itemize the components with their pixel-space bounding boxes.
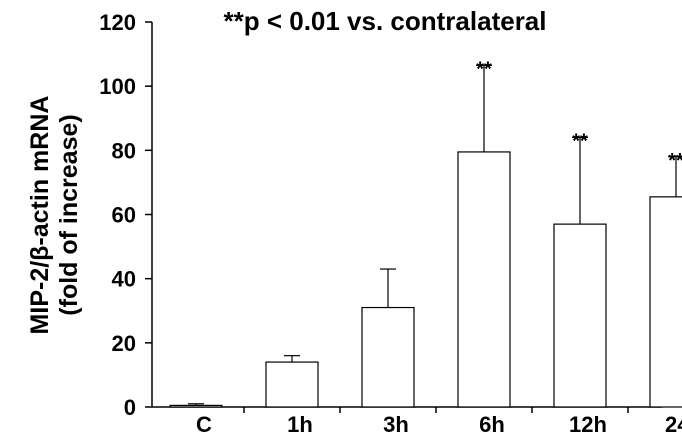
- x-tick-label: 1h: [287, 412, 313, 437]
- bar: [361, 306, 415, 408]
- bar: [265, 361, 319, 408]
- y-axis-ticks: 0 20 40 60 80 100 120: [99, 10, 152, 420]
- bar: [169, 404, 223, 408]
- y-tick-label: 20: [112, 331, 136, 356]
- y-tick-label: 100: [99, 74, 136, 99]
- y-axis-label-line1: MIP-2/β-actin mRNA: [26, 96, 54, 335]
- bar: [553, 223, 607, 408]
- y-tick-label: 0: [124, 395, 136, 420]
- y-tick-label: 40: [112, 267, 136, 292]
- x-tick-label: 6h: [479, 412, 505, 437]
- y-tick-label: 120: [99, 10, 136, 35]
- y-tick-label: 80: [112, 138, 136, 163]
- error-bars: [188, 64, 682, 406]
- x-tick-label: 12h: [569, 412, 607, 437]
- bar: [457, 151, 511, 408]
- x-tick-label: C: [196, 412, 212, 437]
- bar: [649, 196, 682, 408]
- y-axis-label-line2: (fold of increase): [55, 114, 83, 315]
- x-tick-label: 24h: [665, 412, 682, 437]
- significance-marker: **: [572, 131, 588, 153]
- significance-marker: **: [668, 150, 682, 172]
- significance-marker: **: [476, 58, 492, 80]
- chart-title: **p < 0.01 vs. contralateral: [223, 6, 546, 36]
- y-tick-label: 60: [112, 203, 136, 228]
- bars: [169, 151, 682, 408]
- x-tick-label: 3h: [383, 412, 409, 437]
- x-axis-labels: C 1h 3h 6h 12h 24h: [196, 407, 682, 437]
- significance-markers: ** ** **: [476, 58, 682, 171]
